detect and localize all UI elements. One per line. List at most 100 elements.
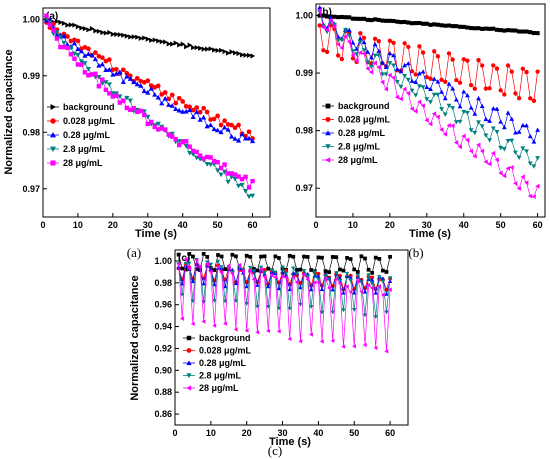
panel-a-series-5-point: [131, 106, 137, 111]
panel-b-series-1-point: [509, 28, 514, 33]
panel-b-series-5-point: [450, 123, 455, 129]
panel-c-series-3-point: [244, 284, 249, 289]
panel-c-series-4-point: [244, 301, 249, 306]
panel-c-series-5-point: [344, 284, 349, 289]
panel-b-series-4-point: [498, 145, 504, 151]
panel-b-series-3-point: [479, 103, 485, 109]
panel-b-series-2-point: [321, 48, 326, 53]
panel-b-series-5-point: [524, 180, 529, 186]
panel-b-series-3-point: [457, 103, 463, 109]
panel-a-series-5-point: [156, 127, 161, 132]
panel-b-series-2-point: [454, 77, 459, 83]
panel-a-series-3-point: [232, 136, 238, 141]
panel-a-series-2-point: [225, 122, 231, 127]
panel-a-series-1-point: [79, 25, 85, 31]
panel-c-series-5-point: [194, 257, 199, 263]
panel-b-series-2-point: [409, 69, 415, 74]
panel-b-series-5-point: [339, 45, 344, 51]
panel-a-series-5-point: [239, 176, 245, 182]
panel-a-series-5-point: [89, 72, 95, 77]
panel-b-series-3-point: [494, 106, 500, 111]
panel-a-series-3-point: [113, 71, 119, 76]
panel-b-series-5-point: [431, 111, 437, 117]
panel-b-series-2-point: [420, 50, 426, 55]
panel-c-series-4-point: [219, 265, 224, 270]
panel-c-series-1-point: [334, 255, 339, 260]
panel-a-series-2-point: [103, 58, 109, 64]
panel-c-series-1-point: [327, 270, 332, 274]
panel-b-series-3-point: [520, 122, 526, 128]
panel-b-series-2-point: [339, 56, 345, 62]
panel-b-series-3-point: [527, 133, 533, 139]
panel-a-series-5-point: [68, 52, 74, 57]
panel-c-series-4-point: [373, 315, 378, 320]
panel-c-series-1-point: [244, 253, 249, 258]
panel-b-y-tick-label: 0.97: [295, 183, 313, 193]
panel-a-series-1-point: [149, 37, 154, 43]
panel-a-series-5-point: [128, 107, 133, 113]
panel-c-series-3-point: [373, 290, 378, 295]
panel-a-series-5-point: [211, 158, 217, 164]
panel-a-series-5-point: [86, 73, 91, 78]
panel-b-series-3-point: [442, 95, 448, 101]
panel-c-legend-marker: [186, 360, 192, 366]
panel-a-legend-entry: 2.8 μg/mL: [47, 144, 106, 154]
panel-a-series-1-point: [121, 32, 126, 38]
panel-b-series-5-point: [490, 150, 496, 156]
panel-a-series-1-point: [201, 46, 207, 52]
panel-c-series-5-point: [283, 275, 288, 280]
panel-b-series-5-point: [346, 39, 352, 45]
panel-c-series-4-point: [369, 281, 375, 286]
panel-b-series-4-point: [516, 155, 522, 160]
panel-a-series-3-point: [106, 67, 112, 72]
panel-a-series-1-point: [243, 52, 249, 58]
panel-b-series-4-point: [357, 40, 363, 45]
panel-a-series-1-point: [250, 53, 256, 59]
panel-a-series-1-point: [114, 31, 119, 37]
panel-c-series-3-point: [190, 279, 196, 284]
panel-b-series-5-point: [398, 96, 403, 102]
panel-c-x-tick-label: 30: [278, 428, 288, 438]
panel-b-series-4-point: [483, 133, 489, 138]
panel-a-series-5-point: [194, 149, 199, 155]
panel-b-series-1-point: [476, 26, 481, 31]
panel-c-series-5-point: [179, 316, 184, 321]
panel-b-series-2-point: [491, 63, 496, 68]
panel-b-series-4-point: [524, 149, 529, 154]
panel-a-series-1-point: [142, 35, 147, 41]
panel-b-legend-marker: [325, 157, 331, 163]
panel-b-series-1-point: [465, 25, 470, 30]
panel-b-legend-entry: 2.8 μg/mL: [322, 142, 381, 152]
panel-a-series-3-point: [148, 85, 154, 91]
panel-a-series-3-point: [225, 126, 231, 132]
panel-a-series-2-point: [169, 92, 175, 98]
panel-c-series-4-point: [341, 308, 346, 313]
panel-b-series-2-point: [324, 49, 330, 55]
panel-a-series-1-point: [208, 46, 214, 52]
panel-c-series-4-point: [337, 278, 343, 283]
panel-b-series-4-point: [343, 27, 348, 33]
panel-c-x-tick-label: 0: [172, 428, 177, 438]
panel-a-series-2-point: [190, 107, 196, 113]
panel-a-series-2-point: [215, 113, 220, 119]
panel-a-series-2-point: [229, 122, 234, 128]
panel-b-series-3-point: [516, 129, 522, 134]
panel-c-series-2-point: [348, 273, 353, 278]
panel-b-series-2-point: [387, 38, 393, 43]
panel-b-series-4-point: [513, 150, 518, 155]
panel-a-series-5-point: [72, 56, 77, 61]
panel-b-series-2-point: [461, 57, 466, 62]
panel-a-series-3-point: [190, 114, 196, 119]
panel-c-series-5-point: [366, 282, 371, 288]
panel-a-series-2-point: [246, 129, 252, 135]
panel-b-series-1-point: [432, 22, 437, 27]
panel-a-series-2-point: [145, 78, 151, 84]
panel-a-series-5-point: [96, 84, 102, 89]
panel-b-series-3-point: [383, 64, 389, 70]
panel-a-legend-label: 2.8 μg/mL: [63, 144, 106, 154]
panel-a-series-5-point: [170, 134, 175, 139]
panel-b-series-3-point: [513, 130, 518, 135]
panel-c-series-1-point: [255, 268, 260, 273]
panel-b-legend-marker: [325, 144, 331, 150]
panel-b-series-5-point: [380, 79, 385, 85]
